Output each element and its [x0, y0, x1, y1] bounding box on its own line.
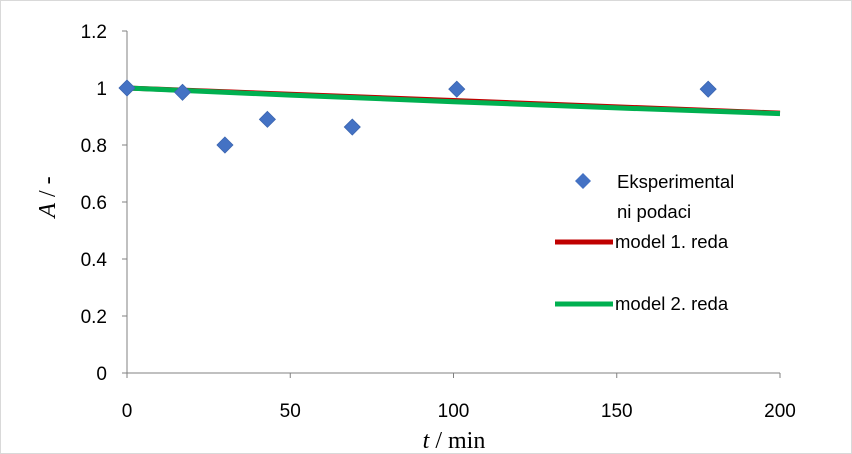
y-tick-label: 0 — [96, 364, 107, 385]
legend-label-experimental: Eksperimental — [617, 171, 734, 192]
legend-label-1: model 1. reda — [615, 231, 729, 252]
legend-marker-experimental — [575, 173, 591, 189]
data-point-marker — [699, 80, 717, 98]
y-tick-label: 1 — [96, 79, 107, 100]
x-tick-label: 0 — [122, 401, 133, 422]
x-tick-label: 150 — [601, 401, 633, 422]
x-tick-label: 200 — [764, 401, 796, 422]
legend-label-2: model 2. reda — [615, 293, 729, 314]
y-tick-label: 0.2 — [81, 307, 107, 328]
x-axis-title: t / min — [423, 428, 486, 453]
x-axis-variable: t — [423, 428, 431, 453]
y-tick-label: 0.8 — [81, 136, 107, 157]
y-axis-unit: / - — [35, 176, 61, 203]
y-tick-label: 0.4 — [81, 250, 108, 271]
y-axis-title: A / - — [35, 176, 61, 219]
data-point-marker — [118, 79, 136, 97]
x-tick-label: 100 — [438, 401, 470, 422]
data-point-marker — [343, 118, 361, 136]
legend-label-experimental: ni podaci — [617, 201, 691, 222]
series-line-2 — [126, 85, 781, 117]
data-point-marker — [173, 83, 192, 101]
data-point-marker — [258, 110, 276, 128]
data-point-marker — [448, 80, 466, 98]
y-tick-label: 1.2 — [81, 22, 107, 43]
x-tick-label: 50 — [280, 401, 301, 422]
y-axis-variable: A — [35, 203, 61, 220]
y-tick-label: 0.6 — [81, 193, 107, 214]
x-axis-unit: / min — [429, 428, 485, 453]
data-point-marker — [216, 136, 234, 154]
